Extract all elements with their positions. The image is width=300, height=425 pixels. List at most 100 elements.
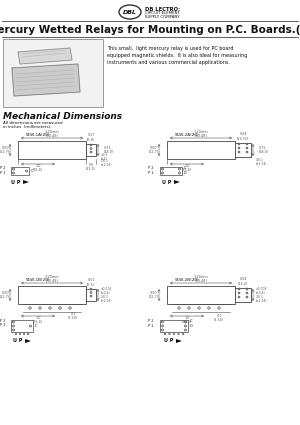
Circle shape bbox=[161, 329, 164, 331]
Circle shape bbox=[178, 168, 181, 170]
Text: P 2: P 2 bbox=[148, 319, 154, 323]
Polygon shape bbox=[23, 180, 29, 184]
Polygon shape bbox=[25, 339, 31, 343]
Circle shape bbox=[218, 307, 220, 309]
Circle shape bbox=[238, 288, 240, 290]
Text: 1.20min
(30.48): 1.20min (30.48) bbox=[194, 275, 208, 283]
Circle shape bbox=[161, 321, 164, 323]
Text: 1.0
(25.4): 1.0 (25.4) bbox=[33, 316, 43, 324]
Text: P 2: P 2 bbox=[0, 166, 5, 170]
Text: 0.50
(12.7): 0.50 (12.7) bbox=[0, 146, 10, 154]
Circle shape bbox=[49, 307, 51, 309]
Text: instruments and various commercial applications.: instruments and various commercial appli… bbox=[107, 60, 230, 65]
Circle shape bbox=[246, 288, 248, 290]
Text: equipped magnetic shields.  It is also ideal for measuring: equipped magnetic shields. It is also id… bbox=[107, 53, 247, 58]
Text: 0.51
(6.5): 0.51 (6.5) bbox=[87, 278, 95, 287]
Bar bbox=[167, 141, 235, 159]
Text: P 1: P 1 bbox=[148, 324, 154, 328]
Bar bbox=[235, 288, 251, 302]
Text: S1W-1A(20): S1W-1A(20) bbox=[26, 133, 50, 137]
Polygon shape bbox=[18, 48, 72, 64]
Text: 1.20min
(30.48): 1.20min (30.48) bbox=[194, 130, 208, 138]
Circle shape bbox=[59, 307, 61, 309]
Text: 0.27
(6.9): 0.27 (6.9) bbox=[87, 133, 95, 142]
Circle shape bbox=[184, 329, 187, 331]
Text: S1W-2A(20): S1W-2A(20) bbox=[175, 133, 200, 137]
Text: Mechanical Dimensions: Mechanical Dimensions bbox=[3, 112, 122, 121]
Circle shape bbox=[13, 321, 14, 323]
Circle shape bbox=[198, 307, 200, 309]
Circle shape bbox=[90, 288, 92, 290]
Bar bbox=[86, 289, 96, 301]
Text: DB LECTRO:: DB LECTRO: bbox=[145, 6, 180, 11]
Text: P 1: P 1 bbox=[0, 323, 5, 327]
Text: 0.50
(12.7): 0.50 (12.7) bbox=[149, 291, 159, 299]
Bar bbox=[167, 286, 235, 304]
Text: 1.20min
(30.48): 1.20min (30.48) bbox=[45, 275, 59, 283]
Text: 1.20min
(30.48): 1.20min (30.48) bbox=[45, 130, 59, 138]
Text: 2-0.1
(±2.54): 2-0.1 (±2.54) bbox=[256, 295, 268, 303]
Circle shape bbox=[169, 333, 170, 335]
Text: 2-0.1
(±2.54): 2-0.1 (±2.54) bbox=[101, 295, 112, 303]
Text: P 2: P 2 bbox=[0, 319, 5, 323]
Text: U P: U P bbox=[13, 338, 22, 343]
Circle shape bbox=[29, 307, 31, 309]
Text: 0.1
(2.54): 0.1 (2.54) bbox=[214, 314, 224, 322]
Circle shape bbox=[238, 147, 240, 149]
Bar bbox=[86, 144, 96, 156]
Circle shape bbox=[39, 307, 41, 309]
Circle shape bbox=[161, 325, 164, 327]
Circle shape bbox=[13, 168, 14, 170]
Bar bbox=[11, 167, 29, 175]
Text: 0.5
(13.5): 0.5 (13.5) bbox=[86, 163, 96, 171]
Polygon shape bbox=[174, 180, 180, 184]
Text: D: D bbox=[190, 324, 193, 328]
Circle shape bbox=[13, 172, 14, 174]
Circle shape bbox=[246, 147, 248, 149]
Text: C: C bbox=[31, 169, 34, 173]
Circle shape bbox=[178, 172, 181, 174]
Circle shape bbox=[238, 143, 240, 145]
Text: 0.50
(12.7): 0.50 (12.7) bbox=[0, 291, 10, 299]
Text: C: C bbox=[184, 166, 187, 170]
Circle shape bbox=[238, 292, 240, 294]
Text: ±0.004
(±0.4): ±0.004 (±0.4) bbox=[101, 287, 112, 295]
Circle shape bbox=[19, 333, 21, 335]
Bar bbox=[160, 320, 188, 332]
Bar bbox=[160, 167, 182, 175]
Text: 0.71
(18.0): 0.71 (18.0) bbox=[104, 146, 114, 154]
Text: 2-0.1
(±2.54): 2-0.1 (±2.54) bbox=[101, 159, 112, 167]
Polygon shape bbox=[176, 339, 182, 343]
Text: in inches  (millimeters).: in inches (millimeters). bbox=[3, 125, 52, 129]
Circle shape bbox=[23, 333, 25, 335]
Circle shape bbox=[164, 333, 166, 335]
Circle shape bbox=[238, 151, 240, 153]
Text: ±0.5
(±1): ±0.5 (±1) bbox=[101, 153, 109, 162]
Circle shape bbox=[173, 333, 175, 335]
Circle shape bbox=[178, 307, 180, 309]
Text: S1W-1B(20): S1W-1B(20) bbox=[26, 278, 50, 282]
Text: CIRCUIT ELEMENT: CIRCUIT ELEMENT bbox=[145, 11, 180, 15]
Circle shape bbox=[90, 295, 92, 297]
Text: 1.0
(25.4): 1.0 (25.4) bbox=[182, 164, 192, 172]
Circle shape bbox=[246, 292, 248, 294]
Circle shape bbox=[29, 325, 32, 327]
Text: 1.0
(25.4): 1.0 (25.4) bbox=[182, 316, 192, 324]
Text: 0.54
(13.72): 0.54 (13.72) bbox=[237, 133, 249, 141]
Circle shape bbox=[26, 170, 28, 172]
Text: 3-0.1
(±2.54): 3-0.1 (±2.54) bbox=[256, 158, 268, 166]
Circle shape bbox=[15, 333, 17, 335]
Circle shape bbox=[238, 296, 240, 298]
Text: ±0.004
(±0.4): ±0.004 (±0.4) bbox=[256, 287, 267, 295]
Text: C: C bbox=[190, 319, 193, 323]
Text: 0.71
(18.0): 0.71 (18.0) bbox=[259, 146, 269, 154]
Text: C: C bbox=[35, 324, 38, 328]
Bar bbox=[18, 286, 86, 304]
Bar bbox=[18, 141, 86, 159]
Circle shape bbox=[90, 151, 92, 153]
Circle shape bbox=[90, 144, 92, 146]
Circle shape bbox=[208, 307, 210, 309]
Circle shape bbox=[182, 333, 184, 335]
Circle shape bbox=[13, 325, 14, 327]
Text: S1W-2B(20): S1W-2B(20) bbox=[175, 278, 200, 282]
